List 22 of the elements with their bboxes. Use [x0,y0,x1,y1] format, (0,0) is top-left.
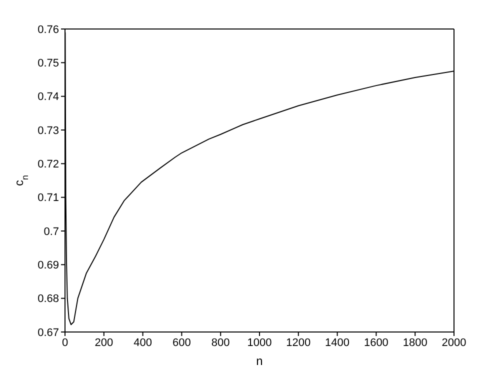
x-tick-label: 600 [172,336,191,349]
x-tick-label: 1800 [402,336,428,349]
y-tick-label: 0.73 [38,124,59,137]
y-tick-label: 0.67 [38,326,59,339]
y-tick-label: 0.68 [38,293,59,306]
x-tick-label: 2000 [442,336,466,349]
x-tick-label: 400 [134,336,152,349]
y-tick-label: 0.75 [38,58,59,70]
y-tick-label: 0.69 [38,260,59,272]
y-tick-label: 0.71 [38,192,59,204]
y-tick-label: 0.74 [38,91,59,104]
x-tick-label: 800 [211,336,230,349]
y-tick-label: 0.76 [38,24,59,36]
x-tick-label: 1400 [325,336,350,349]
x-tick-label: 1000 [247,336,272,349]
x-tick-label: 1600 [364,336,388,349]
y-tick-label: 0.72 [38,158,59,171]
x-tick-label: 0 [62,336,68,349]
x-tick-label: 1200 [286,336,311,349]
x-axis-title: n [256,354,263,368]
y-tick-label: 0.7 [44,226,59,238]
x-tick-label: 200 [94,336,114,349]
